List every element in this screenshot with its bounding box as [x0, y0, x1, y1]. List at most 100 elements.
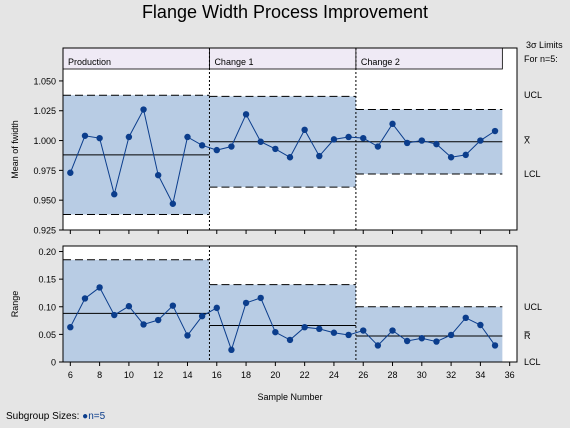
x-tick-label: 26 [358, 370, 368, 380]
chart-title: Flange Width Process Improvement [141, 2, 429, 22]
data-point [67, 324, 74, 331]
data-point [198, 142, 206, 149]
x-tick-label: 6 [68, 370, 73, 380]
data-point [125, 303, 133, 310]
data-point [403, 139, 411, 147]
data-point [198, 312, 206, 320]
data-point [477, 137, 484, 144]
y-axis-label: Mean of fwidth [10, 120, 20, 179]
data-point [96, 284, 103, 291]
data-point [257, 138, 264, 145]
data-point [169, 200, 177, 207]
data-point [81, 132, 89, 139]
phase-label: Change 2 [361, 57, 400, 67]
y-tick-label: 0 [51, 358, 56, 368]
n-note: For n=5: [524, 54, 558, 64]
data-point [169, 302, 177, 309]
data-point [81, 295, 89, 302]
data-point [154, 171, 162, 179]
right-limit-label: X̅ [524, 136, 530, 146]
data-point [360, 134, 367, 142]
data-point [125, 133, 133, 141]
x-tick-label: 32 [446, 370, 456, 380]
data-point [345, 331, 352, 339]
x-tick-label: 10 [124, 370, 134, 380]
data-point [389, 327, 396, 334]
y-tick-label: 1.050 [33, 76, 56, 86]
data-point [447, 331, 455, 339]
right-limit-label: UCL [524, 302, 542, 312]
right-limit-label: R̅ [524, 331, 531, 341]
x-tick-label: 12 [153, 370, 163, 380]
x-tick-label: 22 [300, 370, 310, 380]
x-tick-label: 30 [417, 370, 427, 380]
x-axis-label: Sample Number [257, 392, 322, 402]
data-point [111, 191, 118, 198]
data-point [111, 311, 118, 319]
x-tick-label: 8 [97, 370, 102, 380]
data-point [374, 342, 382, 349]
data-point [345, 133, 352, 141]
data-point [462, 151, 469, 159]
data-point [360, 327, 367, 334]
plot-frame [62, 245, 518, 363]
x-tick-label: 16 [212, 370, 222, 380]
data-point [316, 152, 323, 160]
right-limit-label: LCL [524, 357, 541, 367]
right-limit-label: LCL [524, 169, 541, 179]
phase-label: Change 1 [214, 57, 253, 67]
x-tick-label: 14 [182, 370, 192, 380]
data-point [462, 314, 469, 322]
data-point [418, 137, 426, 144]
marker-legend-icon: ● [82, 411, 89, 422]
data-point [389, 120, 396, 128]
y-tick-label: 0.925 [33, 226, 56, 236]
data-point [330, 329, 338, 336]
subgroup-sizes-value: n=5 [88, 411, 106, 422]
data-point [433, 140, 440, 148]
x-tick-label: 34 [475, 370, 485, 380]
y-tick-label: 0.10 [38, 302, 56, 312]
data-point [491, 342, 499, 349]
data-point [374, 143, 382, 150]
data-point [301, 324, 308, 331]
data-point [242, 111, 250, 118]
data-point [213, 304, 220, 312]
data-point [330, 136, 338, 143]
right-limit-label: UCL [524, 90, 542, 100]
y-tick-label: 0.05 [38, 330, 56, 340]
y-tick-label: 0.20 [38, 247, 56, 257]
data-point [491, 127, 499, 135]
y-tick-label: 0.950 [33, 196, 56, 206]
x-tick-label: 20 [270, 370, 280, 380]
data-point [447, 154, 455, 161]
data-point [316, 325, 323, 333]
data-point [154, 316, 162, 324]
data-point [228, 143, 235, 150]
data-point [418, 335, 426, 342]
limit-band [355, 306, 503, 362]
data-point [286, 336, 294, 344]
x-tick-label: 18 [241, 370, 251, 380]
data-point [272, 328, 279, 336]
data-point [140, 321, 147, 328]
subgroup-sizes-footer: Subgroup Sizes: ●n=5 [6, 411, 105, 422]
data-point [140, 106, 147, 113]
data-point [272, 145, 279, 153]
data-point [257, 294, 264, 302]
phase-label: Production [68, 57, 111, 67]
data-point [96, 134, 103, 142]
data-point [228, 346, 235, 354]
x-tick-label: 28 [388, 370, 398, 380]
data-point [301, 126, 308, 134]
plot-frame [62, 47, 518, 231]
data-point [67, 169, 74, 176]
y-tick-label: 1.000 [33, 136, 56, 146]
data-point [433, 338, 440, 345]
data-point [213, 146, 220, 154]
y-axis-label: Range [10, 291, 20, 318]
y-tick-label: 1.025 [33, 106, 56, 116]
limit-band [63, 259, 210, 362]
subgroup-sizes-label: Subgroup Sizes: [6, 411, 80, 422]
